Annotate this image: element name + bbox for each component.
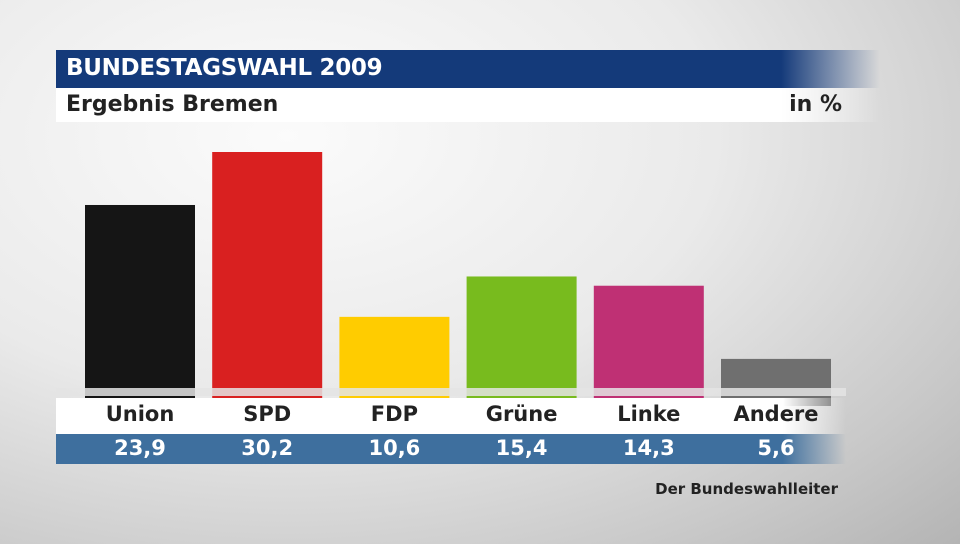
category-label: Grüne — [485, 402, 558, 426]
bar-union — [85, 204, 195, 406]
bar-grüne — [466, 276, 577, 406]
category-label: FDP — [370, 402, 418, 426]
value-label: 5,6 — [757, 436, 795, 460]
category-label: SPD — [243, 402, 292, 426]
baseline-separator — [56, 388, 846, 396]
value-label: 23,9 — [114, 436, 166, 460]
source-label: Der Bundeswahlleiter — [655, 480, 838, 498]
value-label-strip — [56, 434, 846, 464]
category-label: Andere — [733, 402, 819, 426]
category-label: Linke — [617, 402, 681, 426]
value-label: 10,6 — [368, 436, 421, 460]
unit-label: in % — [789, 92, 842, 117]
category-label: Union — [105, 402, 175, 426]
bar-linke — [593, 285, 704, 406]
category-label-strip — [56, 398, 846, 434]
chart-title: BUNDESTAGSWAHL 2009 — [66, 55, 383, 81]
value-label: 15,4 — [495, 436, 548, 460]
title-bar: BUNDESTAGSWAHL 2009 — [56, 50, 880, 88]
value-label: 14,3 — [622, 436, 675, 460]
chart-subtitle: Ergebnis Bremen — [66, 92, 279, 117]
bar-spd — [212, 152, 323, 406]
subtitle-bar: Ergebnis Bremen in % — [56, 88, 880, 122]
value-label: 30,2 — [241, 436, 294, 460]
